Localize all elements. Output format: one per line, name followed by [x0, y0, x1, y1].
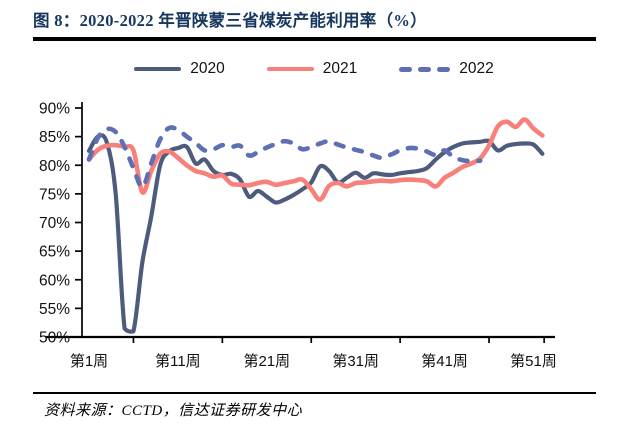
legend-label: 2021 [322, 60, 358, 77]
y-axis-tick-label: 75% [39, 186, 70, 203]
series-line-2021 [86, 117, 545, 202]
x-axis-tick-label: 第1周 [70, 352, 108, 370]
legend-swatch-2022-dashed-line [399, 66, 451, 72]
y-axis-tick-label: 55% [39, 301, 70, 318]
y-axis-tick-label: 60% [39, 272, 70, 289]
chart-legend: 2020 2021 2022 [0, 56, 628, 82]
legend-label: 2020 [190, 60, 225, 77]
x-axis-tick-label: 第11周 [155, 352, 201, 370]
y-axis-tick-label: 90% [39, 101, 70, 118]
y-axis-tick-label: 50% [39, 330, 70, 347]
legend-dash-segment [418, 66, 432, 72]
x-axis-tick-label: 第21周 [243, 352, 290, 370]
x-axis-tick-label: 第41周 [421, 352, 468, 370]
x-axis-tick-label: 第51周 [510, 352, 557, 370]
legend-dash-segment [399, 66, 413, 72]
figure-title: 图 8：2020-2022 年晋陕蒙三省煤炭产能利用率（%） [33, 11, 427, 30]
legend-label: 2022 [459, 60, 494, 77]
series-line-2022 [86, 125, 483, 190]
legend-dash-segment [437, 66, 451, 72]
y-axis-tick-label: 80% [39, 158, 70, 175]
legend-swatch-2020-solid-line [134, 66, 182, 72]
series-line-2020 [86, 133, 545, 334]
legend-item-2022: 2022 [399, 60, 494, 78]
line-chart: 90% 85% 80% 75% 70% 65% 60% 55% 50%第1周 第11周 第21周 第3… [39, 101, 557, 371]
legend-item-2020: 2020 [134, 60, 225, 78]
source-divider-line [33, 392, 596, 394]
x-axis-tick-label: 第31周 [332, 352, 379, 370]
legend-item-2021: 2021 [266, 60, 358, 78]
y-axis-tick-label: 70% [39, 215, 70, 232]
legend-swatch-2021-solid-line [266, 66, 314, 72]
data-source-note: 资料来源：CCTD，信达证券研发中心 [44, 403, 303, 419]
chart-area: 90% 85% 80% 75% 70% 65% 60% 55% 50% 第1周 第11周 第21周 第3… [0, 86, 628, 391]
y-axis-tick-label: 65% [39, 244, 70, 261]
y-axis-tick-label: 85% [39, 129, 70, 146]
title-divider-line [33, 37, 596, 41]
